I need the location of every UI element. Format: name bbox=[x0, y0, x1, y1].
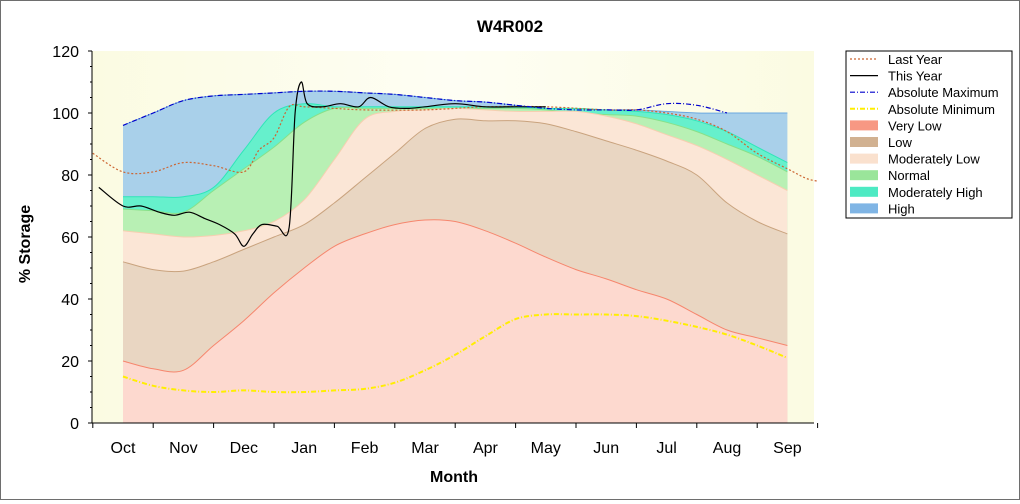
legend-swatch bbox=[850, 137, 878, 147]
legend-swatch bbox=[850, 186, 878, 197]
legend-item: Normal bbox=[850, 168, 930, 183]
legend-label: Absolute Maximum bbox=[888, 85, 999, 100]
legend-item: Low bbox=[850, 135, 912, 150]
x-tick-label: Apr bbox=[473, 440, 499, 457]
legend-swatch bbox=[850, 170, 878, 181]
legend-item: High bbox=[850, 201, 915, 216]
y-ticks: 0 20 40 60 80 100 120 bbox=[52, 44, 92, 433]
legend-label: Moderately Low bbox=[888, 152, 980, 167]
series-last-year bbox=[92, 103, 818, 182]
legend-label: Low bbox=[888, 135, 912, 150]
legend-item: Moderately High bbox=[850, 185, 983, 200]
series-this-year bbox=[98, 81, 546, 247]
legend-item: Moderately Low bbox=[850, 152, 980, 167]
x-tick-label: Aug bbox=[713, 440, 741, 457]
series-absolute-maximum bbox=[122, 90, 728, 126]
x-tick-label: May bbox=[531, 440, 561, 457]
legend-item: This Year bbox=[850, 69, 943, 84]
legend-label: Moderately High bbox=[888, 185, 983, 200]
legend-label: Last Year bbox=[888, 52, 943, 67]
legend-item: Very Low bbox=[850, 118, 942, 133]
legend-label: Normal bbox=[888, 168, 930, 183]
legend-label: This Year bbox=[888, 69, 943, 84]
y-tick-label: 0 bbox=[70, 416, 79, 433]
x-tick-label: Mar bbox=[411, 440, 439, 457]
legend-item: Last Year bbox=[850, 52, 943, 67]
band-edge-moderately-low bbox=[122, 107, 788, 238]
band-edge-low bbox=[122, 118, 788, 273]
band-very-low bbox=[123, 219, 788, 423]
x-tick-label: Sep bbox=[773, 440, 802, 457]
band-edge-very-low bbox=[122, 219, 788, 373]
x-ticks: Oct Nov Dec Jan Feb Mar Apr May Jun Jul Aug Sep bbox=[92, 423, 819, 457]
y-tick-label: 100 bbox=[52, 106, 79, 123]
legend-swatch bbox=[850, 153, 878, 164]
y-tick-label: 20 bbox=[61, 354, 79, 371]
x-tick-label: Oct bbox=[111, 440, 136, 457]
legend-label: Absolute Minimum bbox=[888, 102, 995, 117]
x-tick-label: Jun bbox=[593, 440, 619, 457]
x-tick-label: Nov bbox=[169, 440, 197, 457]
bands-layer bbox=[122, 90, 788, 424]
legend-swatch bbox=[850, 203, 878, 214]
x-axis-label: Month bbox=[430, 469, 478, 486]
y-tick-label: 60 bbox=[61, 230, 79, 247]
legend-label: High bbox=[888, 201, 915, 216]
chart-title: W4R002 bbox=[477, 17, 543, 36]
legend-label: Very Low bbox=[888, 118, 942, 133]
legend-item: Absolute Minimum bbox=[850, 102, 995, 117]
legend-item: Absolute Maximum bbox=[850, 85, 999, 100]
x-tick-label: Dec bbox=[230, 440, 258, 457]
y-tick-label: 80 bbox=[61, 168, 79, 185]
y-tick-label: 120 bbox=[52, 44, 79, 61]
y-tick-label: 40 bbox=[61, 292, 79, 309]
band-edge-moderately-high bbox=[122, 103, 788, 198]
y-axis-label: % Storage bbox=[17, 205, 34, 283]
x-tick-label: Feb bbox=[351, 440, 379, 457]
x-tick-label: Jan bbox=[291, 440, 317, 457]
x-tick-label: Jul bbox=[656, 440, 676, 457]
legend-swatch bbox=[850, 120, 878, 131]
lines-layer bbox=[92, 81, 818, 394]
series-absolute-minimum bbox=[122, 313, 788, 394]
